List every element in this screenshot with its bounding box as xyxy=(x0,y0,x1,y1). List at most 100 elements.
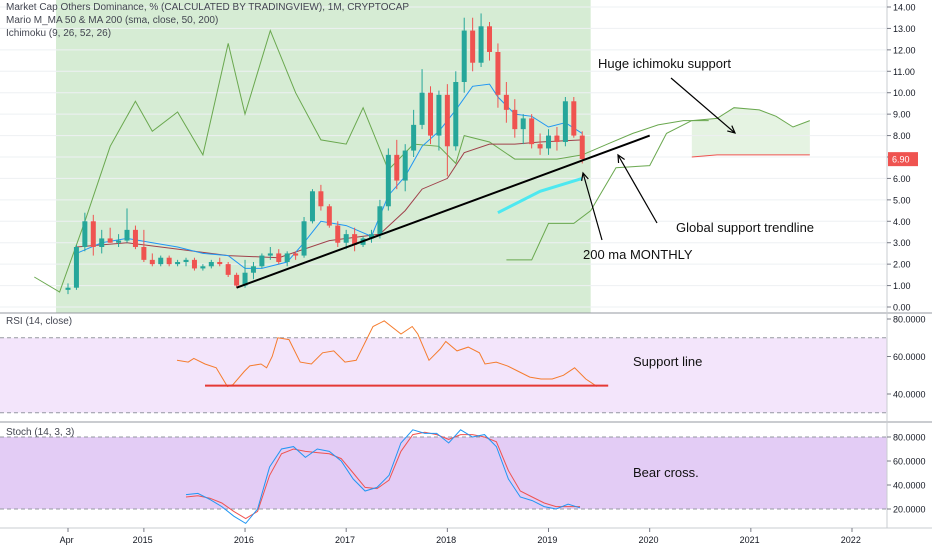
candle-body xyxy=(225,264,231,275)
last-price-label: 6.90 xyxy=(892,155,910,165)
candle xyxy=(276,249,282,265)
candle-body xyxy=(191,259,197,269)
candle xyxy=(411,109,417,157)
candle-body xyxy=(250,266,256,273)
candle xyxy=(377,199,383,239)
ma200-line xyxy=(497,176,583,215)
price-tick-label: 2.00 xyxy=(893,260,911,270)
candle xyxy=(554,127,560,151)
candle xyxy=(141,229,147,262)
candle xyxy=(385,148,391,211)
candle xyxy=(512,99,518,138)
senkou-b-line xyxy=(691,154,810,158)
stoch-tick-label: 60.0000 xyxy=(893,457,926,467)
stoch-tick-label: 80.0000 xyxy=(893,433,926,443)
candle-body xyxy=(326,206,332,226)
candle xyxy=(562,97,568,147)
price-tick-label: 3.00 xyxy=(893,238,911,248)
candle xyxy=(343,229,349,250)
arrow-ichimoku-head xyxy=(727,125,737,134)
candle xyxy=(571,97,577,138)
candle xyxy=(546,129,552,155)
last-price-badge xyxy=(888,152,918,167)
candle-body xyxy=(132,229,138,247)
arrow-trendline-head xyxy=(617,153,625,164)
candle xyxy=(352,227,358,252)
candle xyxy=(579,131,585,164)
candle-body xyxy=(90,221,96,247)
candle xyxy=(419,69,425,130)
price-tick-label: 0.00 xyxy=(893,303,911,313)
candle-body xyxy=(352,234,358,245)
candle xyxy=(242,259,248,288)
candle-body xyxy=(343,234,349,243)
candle-body xyxy=(267,253,273,256)
candle xyxy=(326,204,332,228)
price-tick-label: 11.00 xyxy=(893,67,915,77)
candle-body xyxy=(453,82,459,147)
candle xyxy=(200,264,206,271)
candle xyxy=(225,262,231,277)
rsi-band xyxy=(0,337,887,413)
candle xyxy=(293,251,299,260)
price-tick-label: 12.00 xyxy=(893,45,916,55)
candle-body xyxy=(385,154,391,207)
arrow-ichimoku xyxy=(670,77,736,134)
candle-body xyxy=(284,253,290,262)
ichimoku-cloud xyxy=(691,107,810,157)
candle xyxy=(175,259,181,267)
candle-body xyxy=(546,135,552,149)
candle xyxy=(487,22,493,61)
candle-body xyxy=(107,238,113,243)
candle-body xyxy=(217,262,223,265)
time-tick-label: 2017 xyxy=(335,535,355,545)
annotation-ma200: 200 ma MONTHLY xyxy=(583,247,693,262)
arrow-ma200-head xyxy=(581,171,589,181)
candle xyxy=(495,43,501,108)
candle xyxy=(99,229,105,254)
candle xyxy=(259,253,265,269)
stoch-tick-label: 20.0000 xyxy=(893,505,926,515)
candle-body xyxy=(444,94,450,147)
rsi-tick-label: 80.0000 xyxy=(893,315,926,325)
price-tick-label: 14.00 xyxy=(893,3,916,13)
stoch-band xyxy=(0,437,887,509)
arrow-trendline xyxy=(617,154,658,224)
time-tick-label: 2019 xyxy=(537,535,557,545)
candle xyxy=(402,144,408,192)
stoch-k-line xyxy=(185,429,581,525)
candle xyxy=(368,229,374,243)
candle-body xyxy=(200,266,206,269)
annotation-ichimoku-support: Huge ichimoku support xyxy=(598,56,731,71)
candle-body xyxy=(124,229,130,241)
candle xyxy=(183,257,189,267)
candle-body xyxy=(461,30,467,83)
candle-body xyxy=(554,135,560,142)
candle xyxy=(234,272,240,288)
stoch-legend: Stoch (14, 3, 3) xyxy=(6,427,75,438)
candle xyxy=(208,259,214,269)
rsi-legend: RSI (14, close) xyxy=(6,316,73,327)
candle xyxy=(284,251,290,267)
arrow-ma200 xyxy=(582,172,603,241)
time-tick-label: 2022 xyxy=(841,535,861,545)
lagging-span-line xyxy=(34,29,709,293)
time-tick-label: 2018 xyxy=(436,535,456,545)
price-tick-label: 9.00 xyxy=(893,110,911,120)
time-tick-label: 2016 xyxy=(234,535,254,545)
candle xyxy=(335,221,341,247)
candle xyxy=(116,234,122,247)
candle-body xyxy=(242,272,248,286)
time-tick-label: 2021 xyxy=(740,535,760,545)
candle xyxy=(301,217,307,258)
candle xyxy=(309,189,315,224)
candle xyxy=(191,257,197,271)
annotation-rsi-support: Support line xyxy=(633,354,702,369)
candle-body xyxy=(427,92,433,136)
rsi-tick-label: 40.0000 xyxy=(893,390,926,400)
candle-body xyxy=(301,221,307,256)
price-tick-label: 5.00 xyxy=(893,195,911,205)
candle xyxy=(520,114,526,145)
